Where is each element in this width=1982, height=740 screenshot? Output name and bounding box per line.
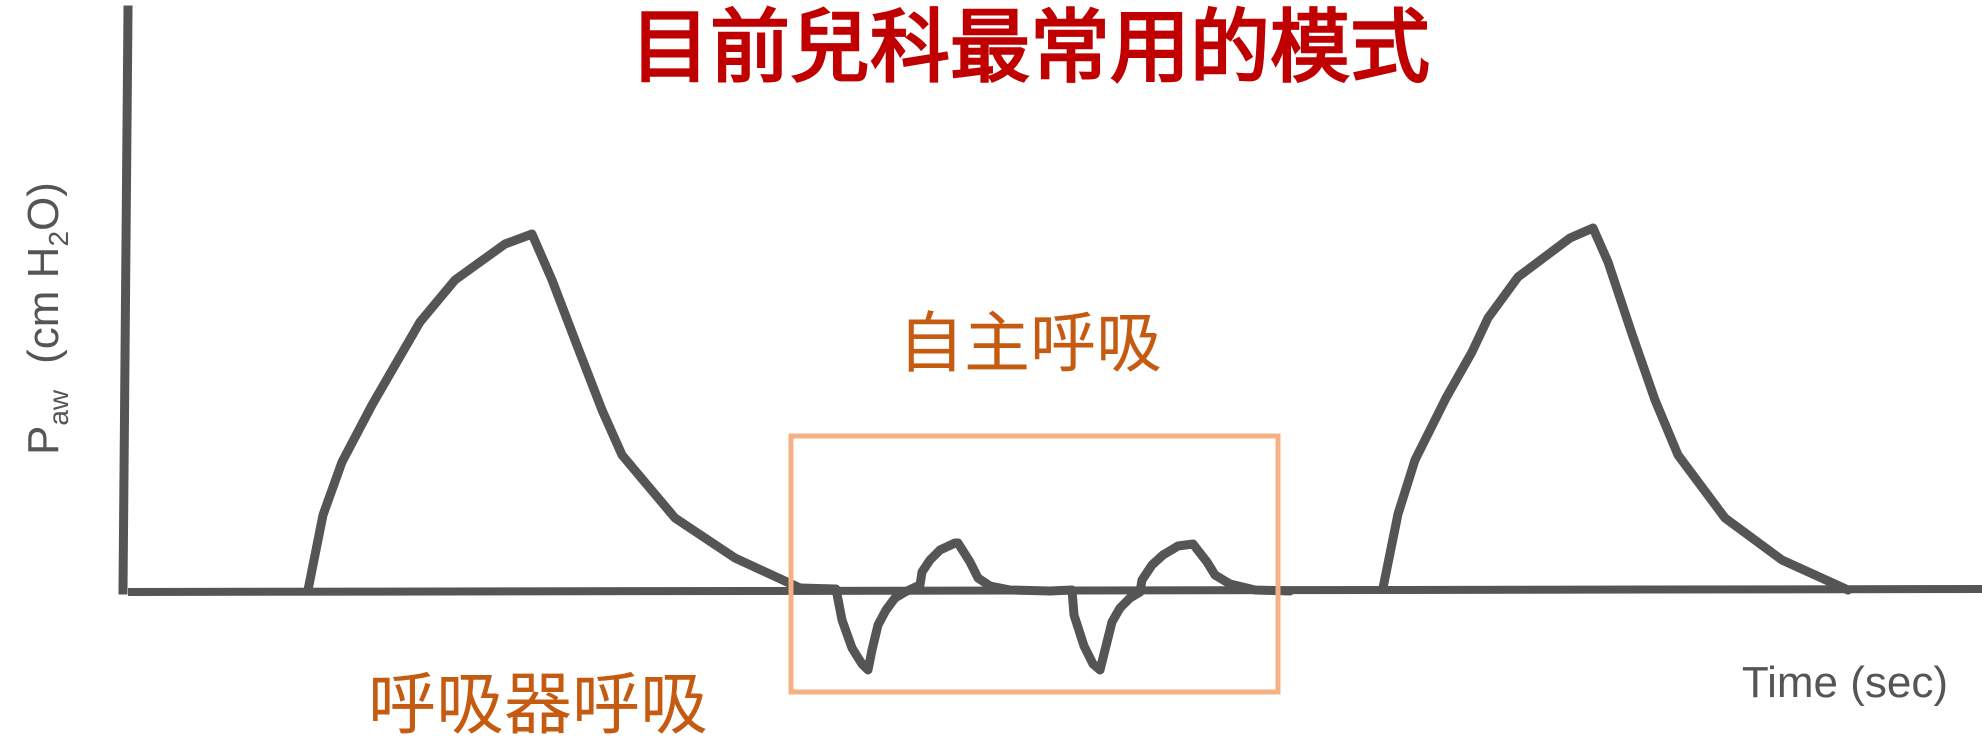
spontaneous-breath-highlight-box <box>788 433 1281 695</box>
ventilator-breath-waveform-1 <box>303 229 805 595</box>
spontaneous-breath-waveform-1 <box>795 538 1055 675</box>
diagram-title: 目前兒科最常用的模式 <box>630 1 1430 94</box>
spontaneous-breath-waveform-2 <box>1045 539 1295 675</box>
x-axis-label: Time (sec) <box>1742 658 1948 707</box>
ventilator-breath-waveform-2 <box>1378 223 1853 595</box>
spontaneous-breath-label: 自主呼吸 <box>898 305 1162 382</box>
ventilator-breath-label: 呼吸器呼吸 <box>368 666 708 740</box>
y-axis-line <box>118 5 133 595</box>
y-axis-label: Paw(cm H2O) <box>19 182 74 455</box>
